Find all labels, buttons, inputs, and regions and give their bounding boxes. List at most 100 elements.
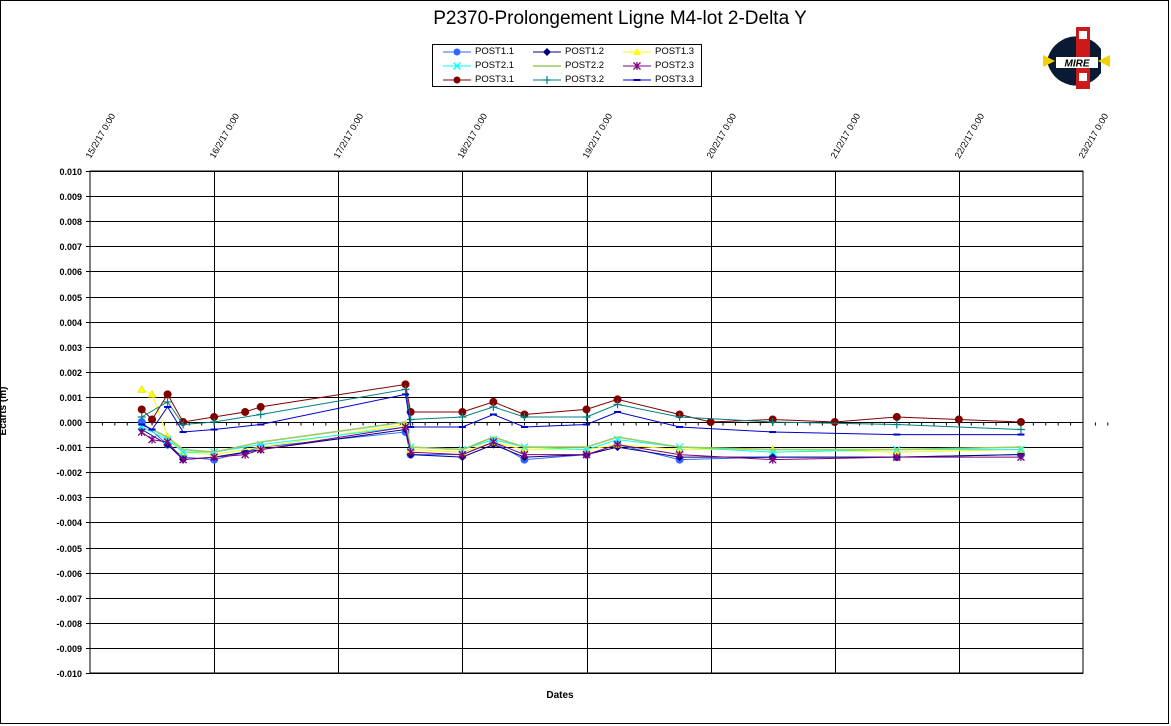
y-tick-label: -0.008 [56,619,82,629]
series-post3-2-point [137,412,146,421]
series-post3-1-point [148,415,157,424]
x-tick-label: 20/2/17 0:00 [705,112,739,160]
y-tick-label: 0.001 [59,393,82,403]
legend-swatch [533,76,561,84]
series-post3-2-point [489,402,498,411]
x-tick-label: 23/2/17 0:00 [1077,112,1111,160]
series-post2-3-point [489,438,498,447]
legend-label: POST2.3 [655,60,695,71]
y-tick-label: -0.007 [56,594,82,604]
x-tick-label: 22/2/17 0:00 [953,112,987,160]
series-post3-2-point [458,412,467,421]
legend-label: POST2.1 [475,60,515,71]
series-post2-3-point [256,445,265,454]
series-post1-3-point [137,384,147,393]
series-post2-3-point [613,440,622,449]
series-post3-1-point [582,405,591,414]
series-post3-2-point [892,420,901,429]
series-post2-3-point [458,450,467,459]
series-post2-3-point [148,435,157,444]
y-tick-label: -0.009 [56,644,82,654]
series-post3-1-point [954,415,963,424]
legend-swatch [443,48,471,56]
series-post3-1-point [137,405,146,414]
series-post3-2-point [582,412,591,421]
y-axis-label: Ecarts (m) [0,386,9,436]
y-tick-label: 0.002 [59,368,82,378]
series-post2-3-point [582,450,591,459]
series-post2-3-point [520,450,529,459]
legend-swatch [443,76,471,84]
series-post2-3-point [406,448,415,457]
y-tick-label: 0.007 [59,242,82,252]
series-post3-1-point [892,412,901,421]
series-post2-3-point [768,455,777,464]
y-tick-label: -0.005 [56,544,82,554]
y-tick-label: 0.003 [59,343,82,353]
legend-swatch [623,62,651,70]
y-tick-label: 0.004 [59,318,82,328]
y-tick-label: -0.003 [56,493,82,503]
legend: POST1.1 POST1.2 POST1.3 POST2.1 POST2.2 POST2… [432,44,702,87]
legend-label: POST3.3 [655,74,695,85]
series-post3-2-point [406,415,415,424]
series-post1-3-point [147,389,157,398]
legend-label: POST2.2 [565,60,605,71]
series-post3-2-point [179,420,188,429]
series-post3-1-point [830,418,839,426]
y-tick-label: 0.008 [59,217,82,227]
legend-swatch [533,65,561,67]
legend-swatch [623,48,651,55]
series-post2-1-line [141,426,1021,453]
y-tick-label: -0.001 [56,443,82,453]
legend-label: POST1.3 [655,46,695,57]
x-tick-label: 21/2/17 0:00 [829,112,863,160]
series-post2-3-point [241,450,250,459]
series-post3-1-point [163,390,172,399]
series-post2-3-point [1016,453,1025,462]
series-post3-1-point [256,402,265,411]
series-post2-3-point [401,423,410,432]
series-post3-1-point [1016,418,1025,426]
legend-swatch [623,79,651,81]
x-tick-label: 16/2/17 0:00 [208,112,242,160]
series-post3-2-line [141,388,1021,430]
x-tick-label: 19/2/17 0:00 [581,112,615,160]
series-post2-3-point [179,455,188,464]
chart-title: P2370-Prolongement Ligne M4-lot 2-Delta … [433,8,807,29]
y-tick-label: -0.010 [56,669,82,679]
series-post3-2-point [613,400,622,409]
y-tick-label: -0.004 [56,518,82,528]
series-post2-3-point [210,453,219,462]
series-post3-2-point [675,412,684,421]
series-post2-3-point [137,428,146,437]
x-axis-label: Dates [546,690,574,701]
mire-logo: MIRE [1043,27,1110,92]
legend-label: POST1.1 [475,46,515,57]
y-tick-label: 0.000 [59,418,82,428]
series-post2-3-point [892,453,901,462]
series-post3-1-point [706,418,715,426]
y-tick-label: -0.002 [56,468,82,478]
series-post3-2-point [256,410,265,419]
legend-label: POST3.1 [475,74,515,85]
series-post3-2-point [210,418,219,426]
series-post3-2-point [768,418,777,426]
y-tick-label: 0.006 [59,267,82,277]
y-tick-label: 0.010 [59,167,82,177]
series-post2-3-point [163,438,172,447]
series-post2-3-point [675,450,684,459]
y-tick-label: 0.005 [59,293,82,303]
legend-label: POST3.2 [565,74,605,85]
y-tick-label: -0.006 [56,569,82,579]
x-tick-label: 17/2/17 0:00 [332,112,366,160]
series-post3-2-point [163,397,172,406]
series-post2-2-line [141,421,1021,453]
series-post3-2-point [1016,425,1025,434]
x-tick-label: 18/2/17 0:00 [456,112,490,160]
series-post3-2-point [520,412,529,421]
legend-swatch [443,62,471,70]
series-post3-1-point [241,407,250,416]
